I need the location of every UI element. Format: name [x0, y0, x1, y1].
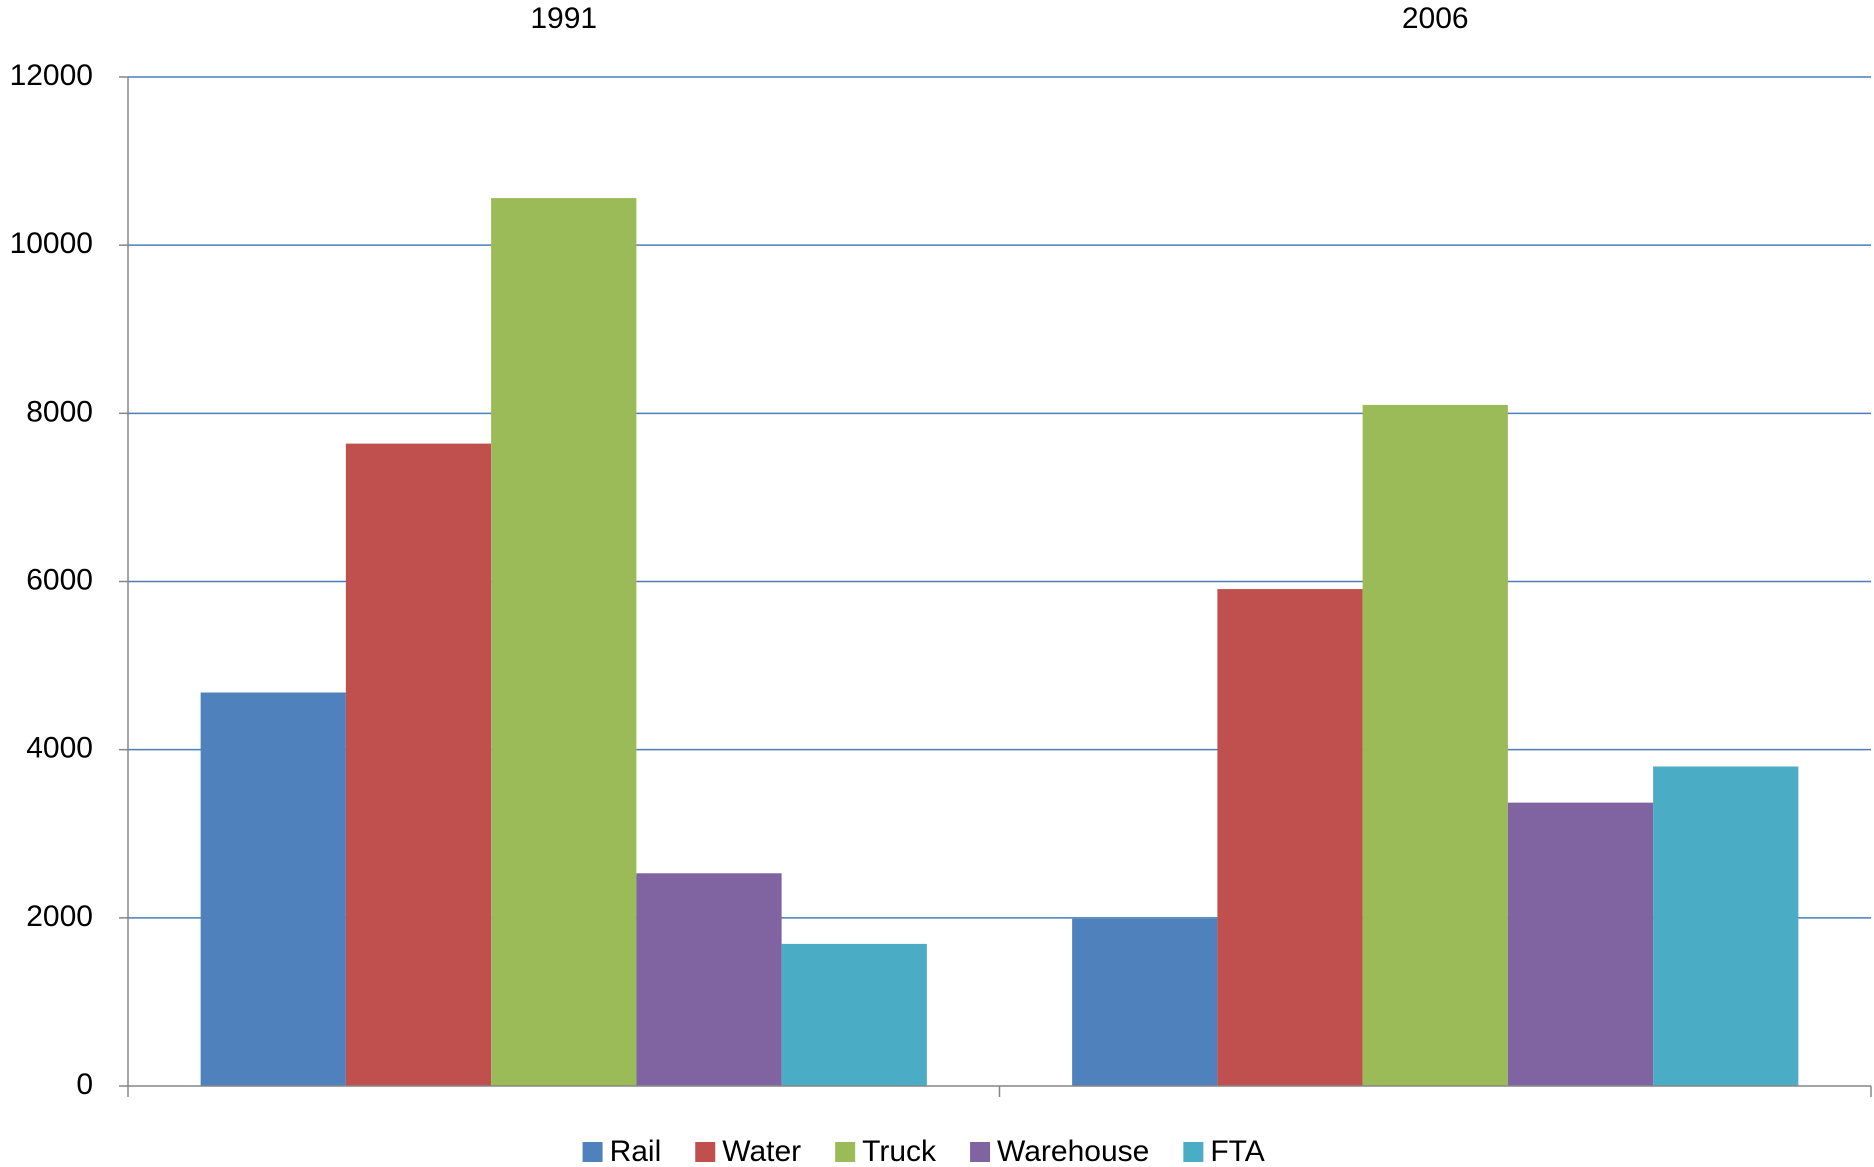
- bar: [1217, 589, 1363, 1086]
- bar: [636, 873, 782, 1086]
- bar: [1507, 802, 1654, 1086]
- legend-label: Water: [722, 1135, 801, 1167]
- legend-label: FTA: [1210, 1135, 1264, 1167]
- legend-swatch: [582, 1142, 603, 1162]
- bar: [781, 943, 927, 1086]
- category-label: 1991: [530, 2, 597, 35]
- y-tick-label: 12000: [10, 59, 93, 92]
- bar: [345, 443, 492, 1086]
- y-tick-label: 6000: [26, 563, 93, 596]
- category-label: 2006: [1402, 2, 1469, 35]
- y-tick-label: 10000: [10, 227, 93, 260]
- legend-label: Truck: [862, 1135, 937, 1167]
- legend-label: Rail: [610, 1135, 662, 1167]
- y-tick-label: 2000: [26, 900, 93, 933]
- legend-swatch: [695, 1142, 716, 1162]
- y-tick-label: 0: [76, 1068, 93, 1101]
- legend-swatch: [1183, 1142, 1204, 1162]
- bar: [200, 692, 346, 1086]
- legend-label: Warehouse: [997, 1135, 1149, 1167]
- bar: [1362, 404, 1508, 1086]
- bar: [491, 198, 637, 1086]
- y-tick-label: 8000: [26, 395, 93, 428]
- bar: [1072, 918, 1218, 1086]
- bar: [1653, 766, 1799, 1086]
- legend-swatch: [970, 1142, 991, 1162]
- legend-swatch: [835, 1142, 856, 1162]
- y-tick-label: 4000: [26, 732, 93, 765]
